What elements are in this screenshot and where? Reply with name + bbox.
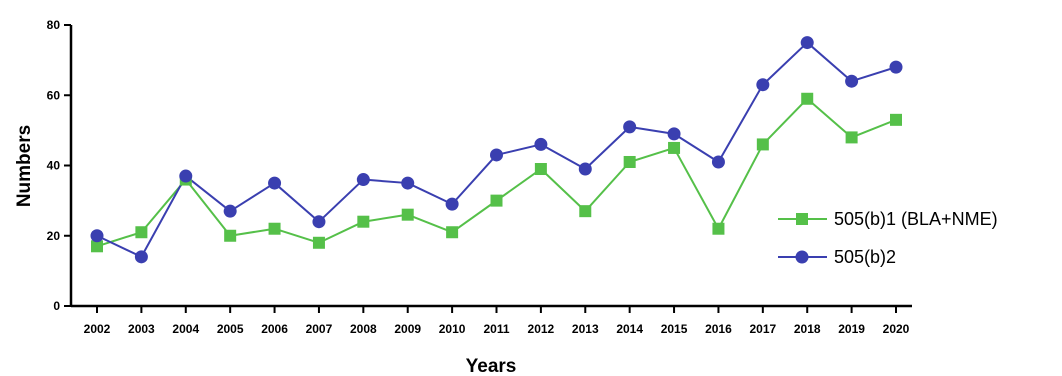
x-tick-label: 2007 (306, 322, 333, 336)
x-ticks: 2002 2003 2004 2005 2006 2007 2008 2009 2010 2011… (84, 306, 910, 336)
data-point-square (801, 92, 814, 105)
x-tick-label: 2015 (661, 322, 688, 336)
data-point-circle (223, 204, 237, 218)
legend-label-series-1: 505(b)1 (BLA+NME) (834, 209, 998, 229)
data-point-circle (90, 229, 104, 243)
x-tick-label: 2019 (838, 322, 865, 336)
data-point-circle (711, 155, 725, 169)
y-tick-label: 0 (53, 299, 60, 313)
x-tick-label: 2017 (749, 322, 776, 336)
legend-marker-square (796, 213, 808, 225)
y-tick-label: 40 (47, 159, 61, 173)
data-point-square (490, 194, 503, 207)
y-tick-label: 60 (47, 88, 61, 102)
legend-label-series-2: 505(b)2 (834, 247, 896, 267)
data-point-square (668, 141, 681, 154)
data-point-square (712, 222, 725, 235)
data-point-square (135, 226, 148, 239)
x-tick-label: 2014 (616, 322, 643, 336)
series-line-1 (96, 97, 897, 248)
data-point-circle (312, 215, 326, 229)
legend: 505(b)1 (BLA+NME) 505(b)2 (778, 209, 998, 267)
x-tick-label: 2004 (172, 322, 199, 336)
data-point-square (756, 138, 769, 151)
data-point-square (845, 131, 858, 144)
data-point-square (890, 113, 902, 126)
x-tick-label: 2005 (217, 322, 244, 336)
x-tick-label: 2020 (883, 322, 910, 336)
y-ticks: 0 20 40 60 80 (47, 18, 71, 313)
y-tick-label: 80 (47, 18, 61, 32)
data-point-circle (756, 78, 770, 92)
legend-item-series-1: 505(b)1 (BLA+NME) (778, 209, 998, 229)
data-point-square (623, 155, 636, 168)
x-tick-label: 2013 (572, 322, 599, 336)
data-point-circle (578, 162, 592, 176)
data-point-square (401, 208, 414, 221)
data-point-square (224, 229, 237, 242)
series-layer (90, 36, 903, 264)
data-point-circle (401, 176, 415, 190)
data-point-circle (179, 169, 193, 183)
x-axis-title: Years (466, 356, 517, 376)
x-tick-label: 2008 (350, 322, 377, 336)
x-tick-label: 2011 (483, 322, 509, 336)
data-point-square (446, 226, 459, 239)
data-point-circle (667, 127, 681, 141)
x-tick-label: 2012 (528, 322, 555, 336)
y-tick-label: 20 (47, 229, 61, 243)
data-point-square (312, 236, 325, 249)
x-tick-label: 2009 (394, 322, 421, 336)
data-point-circle (889, 60, 903, 74)
data-point-square (91, 240, 103, 253)
y-axis-title: Numbers (14, 125, 35, 207)
legend-marker-circle (795, 250, 809, 264)
axes (69, 25, 912, 308)
data-point-circle (445, 197, 459, 211)
x-tick-label: 2016 (705, 322, 732, 336)
data-point-square (579, 205, 592, 218)
x-tick-label: 2002 (84, 322, 111, 336)
data-point-circle (845, 74, 859, 88)
data-point-square (534, 163, 547, 176)
x-tick-label: 2006 (261, 322, 288, 336)
x-tick-label: 2003 (128, 322, 155, 336)
legend-item-series-2: 505(b)2 (778, 247, 896, 267)
data-point-circle (800, 36, 814, 50)
x-tick-label: 2018 (794, 322, 821, 336)
data-point-circle (623, 120, 637, 134)
data-point-square (268, 222, 281, 235)
data-point-circle (268, 176, 282, 190)
data-point-circle (134, 250, 148, 264)
data-point-circle (534, 137, 548, 151)
data-point-square (357, 215, 370, 228)
data-point-circle (490, 148, 503, 162)
x-tick-label: 2010 (439, 322, 466, 336)
data-point-circle (356, 173, 370, 187)
